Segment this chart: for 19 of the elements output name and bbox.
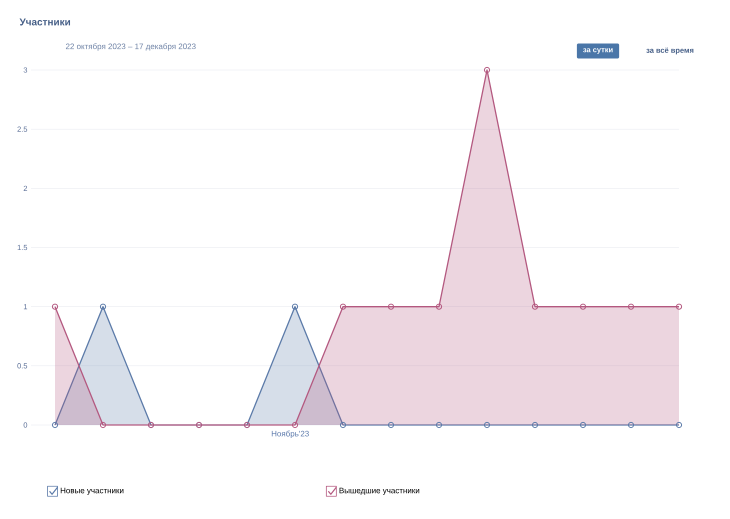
point: [580, 422, 586, 428]
point: [292, 422, 298, 428]
chart-title: Участники: [20, 18, 70, 26]
point: [628, 422, 634, 428]
point: [388, 304, 394, 310]
point: [388, 422, 394, 428]
point: [340, 304, 346, 310]
point: [100, 304, 106, 310]
point: [628, 304, 634, 310]
point: [484, 422, 490, 428]
point: [436, 304, 442, 310]
point: [532, 304, 538, 310]
point: [100, 422, 106, 428]
point: [484, 66, 490, 74]
point: [532, 422, 538, 428]
point: [436, 422, 442, 428]
point: [340, 422, 346, 428]
point: [292, 304, 298, 310]
point: [580, 304, 586, 310]
